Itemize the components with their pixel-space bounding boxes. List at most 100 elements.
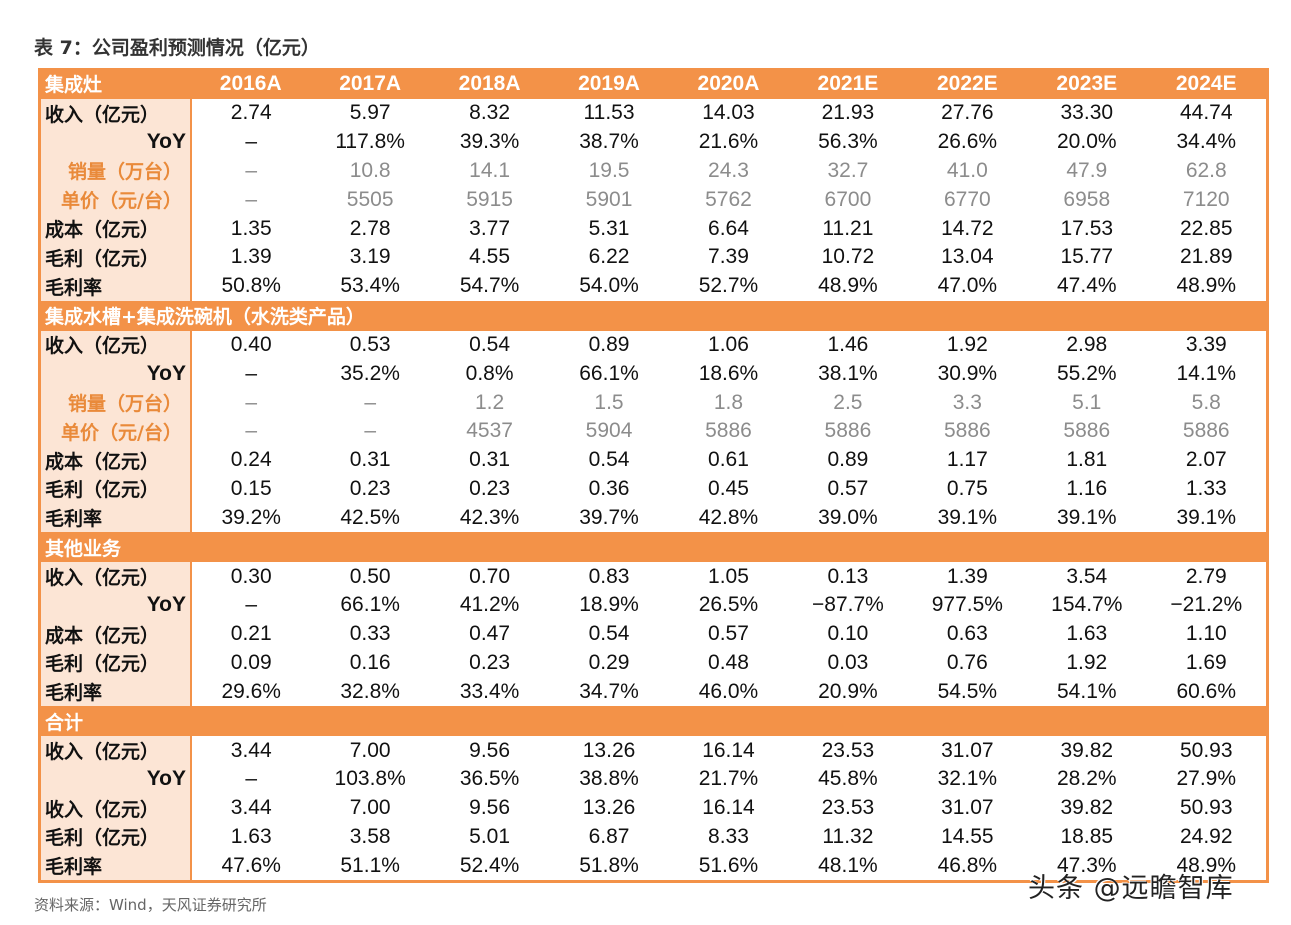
table-cell: 2.5 — [833, 390, 863, 414]
table-cell: 5762 — [705, 187, 752, 211]
table-cell: 20.9% — [818, 679, 878, 703]
table-cell: 2.98 — [1066, 332, 1108, 356]
row-label: 收入（亿元） — [41, 736, 192, 765]
table-cell: 11.53 — [583, 101, 635, 125]
table-cell: 14.55 — [941, 824, 994, 848]
table-cell: 6958 — [1063, 187, 1111, 211]
table-cell: 0.21 — [230, 622, 272, 646]
table-cell: 7.00 — [349, 738, 391, 762]
table-cell: 39.3% — [459, 130, 520, 154]
table-row: 成本（亿元） 0.24 0.31 0.31 0.54 0.61 0.89 1.17 1.81 2.… — [41, 445, 1266, 475]
table-cell: 5.01 — [469, 824, 511, 848]
table-cell: 23.53 — [821, 796, 875, 820]
row-label: 毛利（亿元） — [41, 822, 192, 852]
table-cell: 39.0% — [818, 505, 878, 529]
table-row: 收入（亿元） 0.40 0.53 0.54 0.89 1.06 1.46 1.92 2.98 3.… — [41, 330, 1266, 360]
table-cell: 60.6% — [1176, 679, 1237, 703]
row-label: 收入（亿元） — [41, 99, 192, 128]
row-label: 成本（亿元） — [41, 619, 192, 649]
table-cell: 17.53 — [1060, 216, 1114, 240]
table-cell: 117.8% — [335, 130, 405, 154]
row-label: YoY — [41, 764, 192, 794]
table-cell: 1.81 — [1066, 448, 1108, 472]
table-cell: 1.06 — [708, 332, 749, 356]
table-cell: 16.14 — [702, 796, 755, 820]
table-cell: 18.85 — [1060, 824, 1114, 848]
table-cell: 47.0% — [937, 274, 998, 298]
table-cell: 38.1% — [818, 361, 878, 385]
table-cell: 14.1 — [469, 158, 511, 182]
table-cell: 26.5% — [698, 593, 759, 617]
table-cell: 977.5% — [931, 593, 1003, 617]
table-cell: 1.92 — [1066, 650, 1108, 674]
profit-forecast-table: 集成灶 2016A 2017A 2018A 2019A 2020A 2021E 2022E 20… — [41, 68, 1266, 881]
table-cell: 35.2% — [340, 361, 400, 385]
table-cell: 2.78 — [349, 216, 391, 240]
row-label: 收入（亿元） — [41, 793, 192, 823]
table-row: 毛利率 50.8% 53.4% 54.7% 54.0% 52.7% 48.9% 47.0% 47… — [41, 271, 1266, 301]
table-cell: 21.7% — [698, 767, 759, 791]
table-row: 收入（亿元） 0.30 0.50 0.70 0.83 1.05 0.13 1.39 3.54 2.… — [41, 562, 1266, 591]
table-cell: 14.1% — [1176, 361, 1237, 385]
row-label: 销量（万台） — [41, 388, 192, 417]
table-cell: 2.79 — [1185, 564, 1227, 588]
table-cell: 34.7% — [579, 679, 639, 703]
table-cell: 1.46 — [827, 332, 869, 356]
table-cell: 5901 — [585, 187, 633, 211]
table-cell: 18.6% — [698, 361, 759, 385]
corner-label: 集成灶 — [41, 68, 191, 99]
row-label: 毛利率 — [41, 677, 192, 707]
table-cell: 8.32 — [469, 101, 511, 125]
table-cell: – — [245, 158, 258, 182]
table-cell: −87.7% — [812, 593, 884, 617]
table-cell: 13.26 — [582, 796, 636, 820]
table-cell: 41.0 — [946, 158, 988, 182]
section-title: 其他业务 — [41, 532, 1266, 563]
table-cell: 11.21 — [822, 216, 874, 240]
table-cell: 0.10 — [827, 622, 869, 646]
row-label: 收入（亿元） — [41, 330, 192, 360]
table-cell: 9.56 — [469, 738, 511, 762]
table-cell: 54.7% — [459, 274, 520, 298]
table-cell: 5886 — [824, 419, 872, 443]
table-cell: 3.77 — [469, 216, 511, 240]
table-cell: 3.3 — [952, 390, 982, 414]
table-cell: 0.53 — [349, 332, 391, 356]
table-cell: 0.23 — [469, 650, 511, 674]
table-cell: 1.8 — [713, 390, 744, 414]
table-cell: 0.23 — [349, 476, 391, 500]
section-header-row: 其他业务 — [41, 532, 1266, 563]
table-cell: 5.1 — [1072, 390, 1102, 414]
table-cell: 1.63 — [1066, 622, 1108, 646]
table-cell: 66.1% — [579, 361, 639, 385]
row-label: YoY — [41, 127, 192, 157]
table-cell: 34.4% — [1176, 130, 1237, 154]
table-row: YoY – 103.8% 36.5% 38.8% 21.7% 45.8% 32.1% 28.2%… — [41, 764, 1266, 794]
row-label: 毛利（亿元） — [41, 474, 192, 504]
table-row: 成本（亿元） 0.21 0.33 0.47 0.54 0.57 0.10 0.63 1.63 1.… — [41, 619, 1266, 649]
table-cell: 18.9% — [579, 593, 639, 617]
column-header: 2020A — [668, 68, 789, 99]
table-cell: 47.9 — [1066, 158, 1108, 182]
table-cell: 0.54 — [588, 448, 630, 472]
column-header: 2018A — [429, 68, 550, 99]
table-cell: 44.74 — [1179, 101, 1233, 125]
table-row: 销量（万台） – 10.8 14.1 19.5 24.3 32.7 41.0 47.9 62.8 — [41, 156, 1266, 186]
table-row: 销量（万台） – – 1.2 1.5 1.8 2.5 3.3 5.1 5.8 — [41, 388, 1266, 417]
table-cell: 11.32 — [822, 824, 874, 848]
table-cell: 51.6% — [698, 853, 759, 877]
section-header-row: 合计 — [41, 706, 1266, 737]
table-cell: 54.0% — [579, 274, 639, 298]
table-row: 单价（元/台） – 5505 5915 5901 5762 6700 6770 6958 7120 — [41, 185, 1266, 215]
table-cell: 47.3% — [1057, 853, 1117, 877]
table-cell: 39.1% — [937, 505, 998, 529]
table-cell: 28.2% — [1057, 767, 1117, 791]
table-row: 单价（元/台） – – 4537 5904 5886 5886 5886 5886 5886 — [41, 416, 1266, 446]
table-cell: 66.1% — [340, 593, 400, 617]
table-cell: 1.33 — [1185, 476, 1227, 500]
table-row: YoY – 35.2% 0.8% 66.1% 18.6% 38.1% 30.9% 55.2% 14… — [41, 359, 1266, 389]
table-row: 毛利率 39.2% 42.5% 42.3% 39.7% 42.8% 39.0% 39.1% 39… — [41, 503, 1266, 533]
table-cell: 1.39 — [230, 245, 272, 269]
table-cell: 0.31 — [469, 448, 511, 472]
table-cell: 20.0% — [1057, 130, 1117, 154]
